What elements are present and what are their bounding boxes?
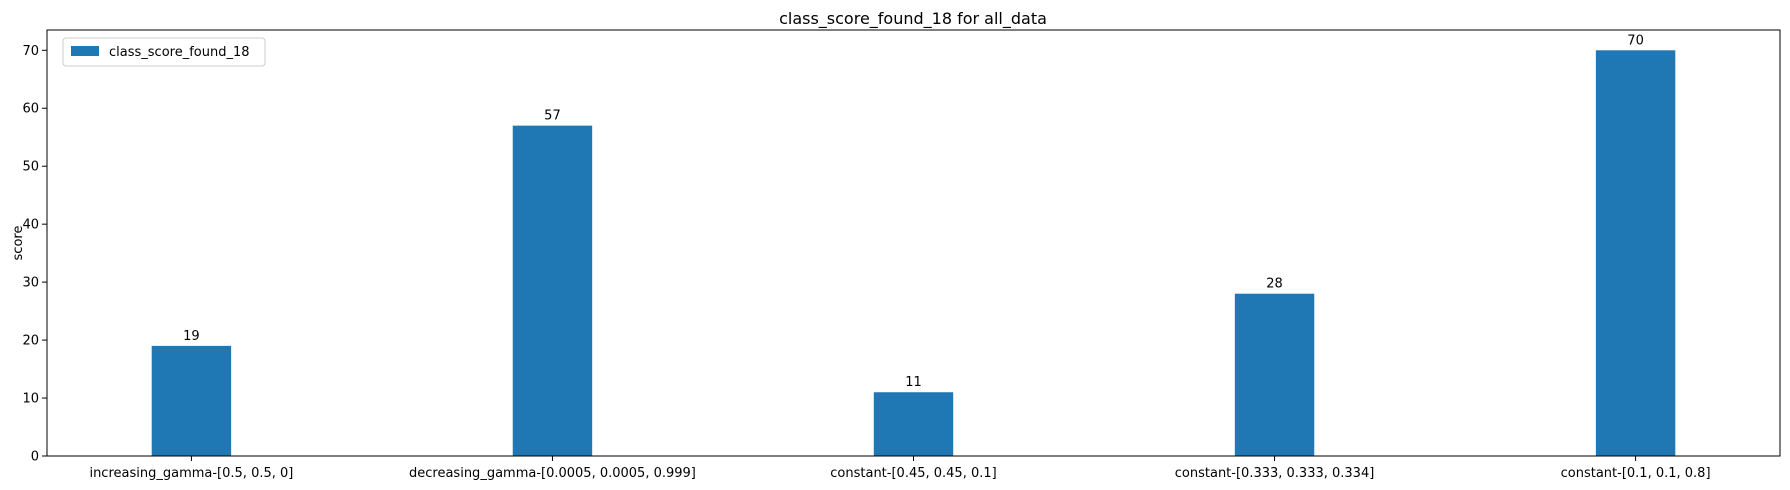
bar-value-label: 28	[1266, 277, 1283, 292]
y-tick-label: 20	[22, 334, 39, 349]
y-tick-label: 10	[22, 392, 39, 407]
chart-title: class_score_found_18 for all_data	[779, 9, 1047, 29]
y-axis-ticks: 0 10 20 30 40 50 60 70	[22, 44, 47, 465]
x-tick-label: decreasing_gamma-[0.0005, 0.0005, 0.999]	[409, 466, 696, 481]
x-tick-label: constant-[0.1, 0.1, 0.8]	[1561, 466, 1711, 481]
y-tick-label: 0	[31, 450, 39, 465]
data-labels-group: 19 57 11 28 70	[183, 33, 1644, 390]
y-tick-label: 30	[22, 276, 39, 291]
bar	[512, 125, 593, 456]
bar	[1234, 293, 1315, 456]
x-tick-label: constant-[0.45, 0.45, 0.1]	[830, 466, 996, 481]
y-axis-label: score	[11, 226, 26, 261]
y-tick-label: 50	[22, 160, 39, 175]
bar-value-label: 57	[544, 109, 561, 124]
plot-frame	[46, 29, 1781, 457]
bar-value-label: 70	[1627, 33, 1644, 48]
y-tick-label: 40	[22, 218, 39, 233]
x-axis-ticks: increasing_gamma-[0.5, 0.5, 0] decreasing…	[89, 456, 1711, 481]
y-tick-label: 60	[22, 102, 39, 117]
x-tick-label: constant-[0.333, 0.333, 0.334]	[1175, 466, 1375, 481]
bar-value-label: 19	[183, 329, 200, 344]
bar	[1595, 50, 1676, 457]
bar-value-label: 11	[905, 375, 922, 390]
y-tick-label: 70	[22, 44, 39, 59]
bar	[151, 345, 232, 456]
legend-label: class_score_found_18	[109, 45, 250, 60]
x-tick-label: increasing_gamma-[0.5, 0.5, 0]	[89, 466, 293, 481]
plot-area-background	[47, 30, 1780, 456]
bar	[873, 392, 954, 456]
legend-swatch	[71, 46, 99, 56]
legend: class_score_found_18	[62, 37, 266, 67]
bars-group	[151, 50, 1676, 457]
legend-frame	[62, 37, 266, 67]
